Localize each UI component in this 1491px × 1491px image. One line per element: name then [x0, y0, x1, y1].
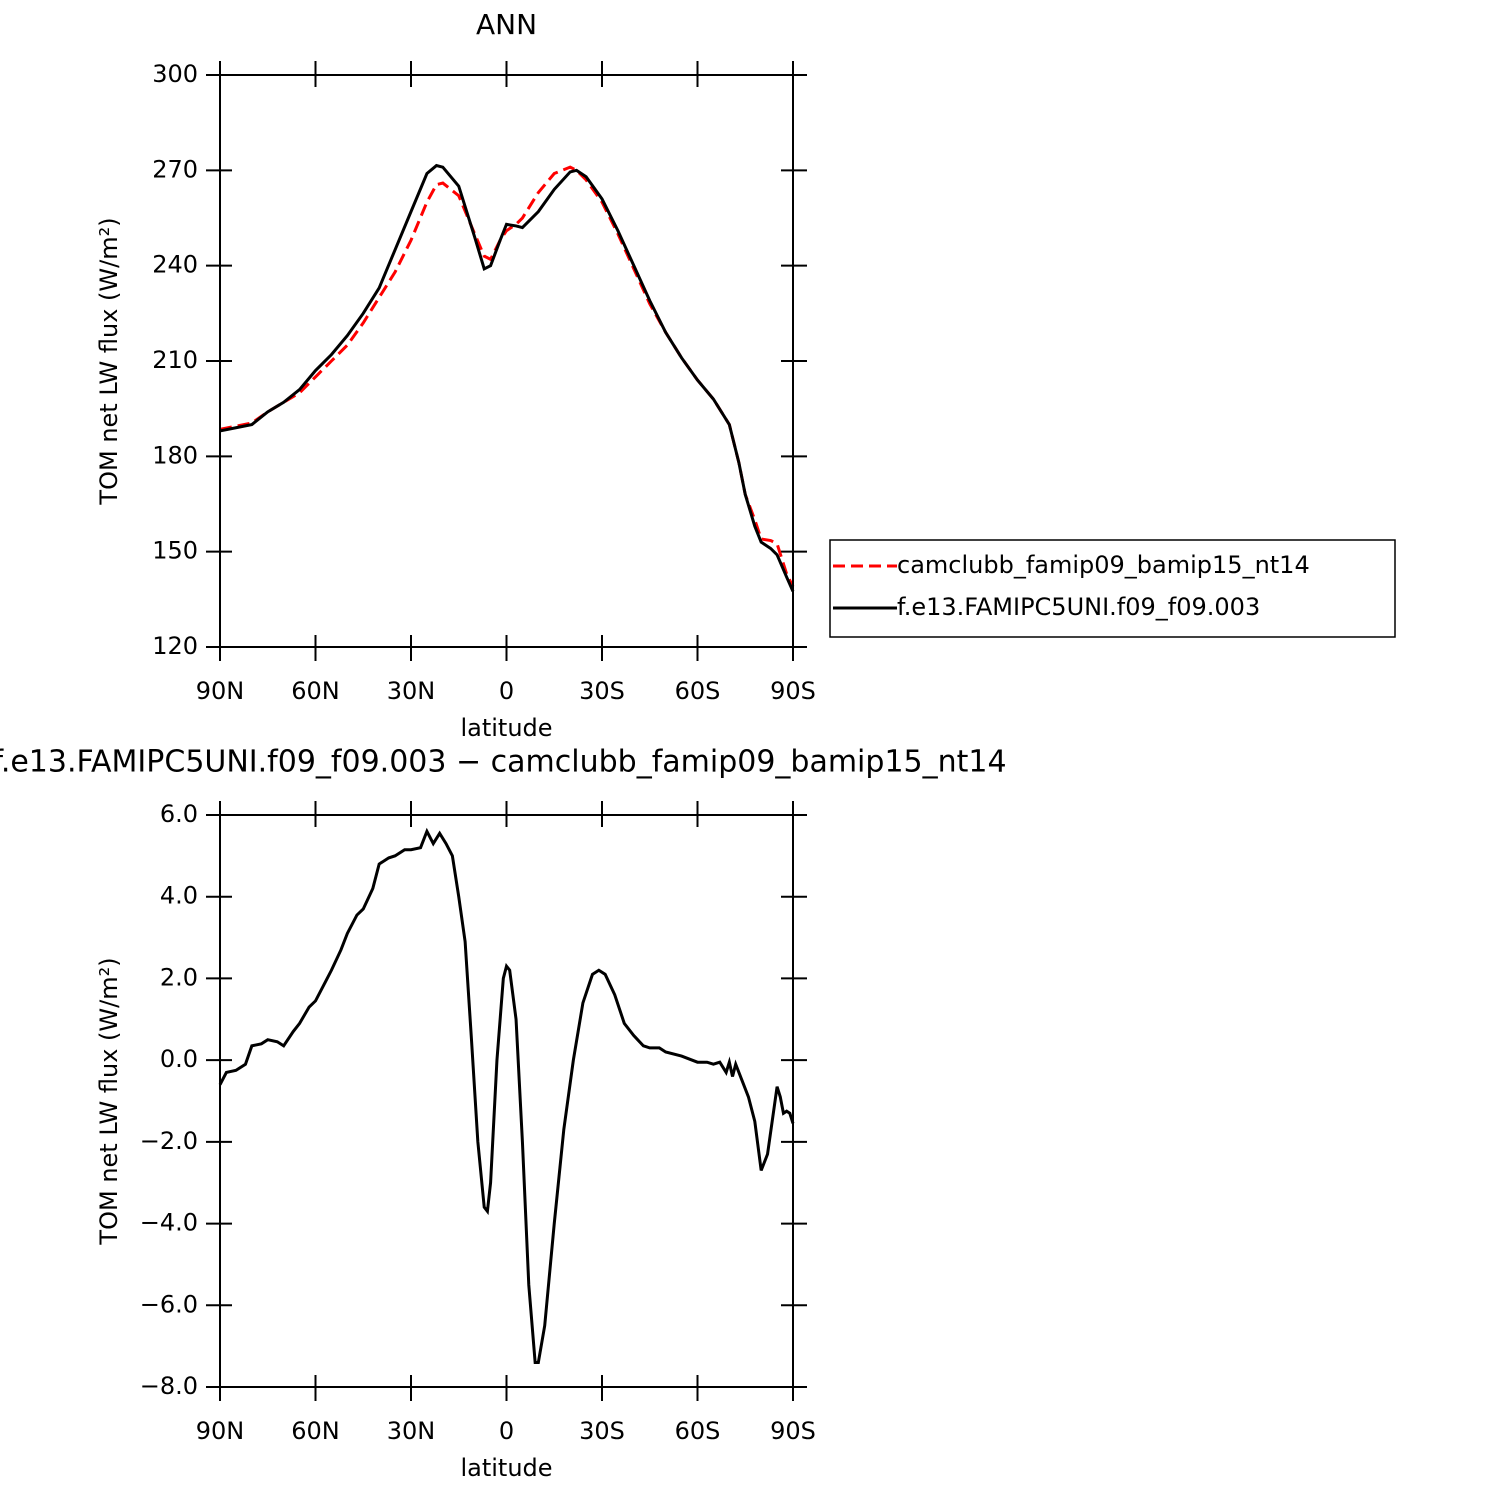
- y-tick-label: −8.0: [140, 1372, 198, 1400]
- y-axis-label: TOM net LW flux (W/m²): [95, 957, 123, 1245]
- plot-frame: [219, 74, 794, 648]
- y-tick-label: 300: [152, 60, 198, 88]
- x-tick-label: 0: [499, 677, 514, 705]
- x-tick-label: 90S: [770, 677, 816, 705]
- y-tick-label: 150: [152, 537, 198, 565]
- series-line: [219, 165, 795, 588]
- x-tick-label: 30S: [579, 677, 625, 705]
- y-tick-label: 270: [152, 155, 198, 183]
- x-tick-label: 0: [499, 1417, 514, 1445]
- y-tick-label: 120: [152, 632, 198, 660]
- x-tick-label: 90N: [196, 1417, 245, 1445]
- legend-label: camclubb_famip09_bamip15_nt14: [897, 551, 1310, 579]
- legend-label: f.e13.FAMIPC5UNI.f09_f09.003: [897, 593, 1260, 621]
- x-tick-label: 30N: [387, 677, 436, 705]
- y-tick-label: 6.0: [160, 800, 198, 828]
- y-tick-label: −4.0: [140, 1209, 198, 1237]
- legend-box: [829, 539, 1396, 638]
- x-tick-label: 90S: [770, 1417, 816, 1445]
- y-tick-label: −6.0: [140, 1290, 198, 1318]
- x-tick-label: 90N: [196, 677, 245, 705]
- y-tick-label: −2.0: [140, 1127, 198, 1155]
- chart-title: f.e13.FAMIPC5UNI.f09_f09.003 − camclubb_…: [0, 745, 1007, 780]
- x-tick-label: 60N: [291, 1417, 340, 1445]
- x-tick-label: 60N: [291, 677, 340, 705]
- y-axis-label: TOM net LW flux (W/m²): [95, 217, 123, 505]
- y-tick-label: 240: [152, 251, 198, 279]
- y-tick-label: 180: [152, 441, 198, 469]
- chart-title: ANN: [476, 8, 537, 41]
- y-tick-label: 0.0: [160, 1045, 198, 1073]
- series-line: [219, 163, 795, 593]
- plot-frame: [219, 814, 794, 1388]
- x-axis-label: latitude: [460, 714, 552, 742]
- x-tick-label: 30S: [579, 1417, 625, 1445]
- x-tick-label: 30N: [387, 1417, 436, 1445]
- y-tick-label: 2.0: [160, 963, 198, 991]
- x-axis-label: latitude: [460, 1454, 552, 1482]
- series-line: [218, 827, 795, 1364]
- x-tick-label: 60S: [675, 677, 721, 705]
- x-tick-label: 60S: [675, 1417, 721, 1445]
- y-tick-label: 210: [152, 346, 198, 374]
- y-tick-label: 4.0: [160, 882, 198, 910]
